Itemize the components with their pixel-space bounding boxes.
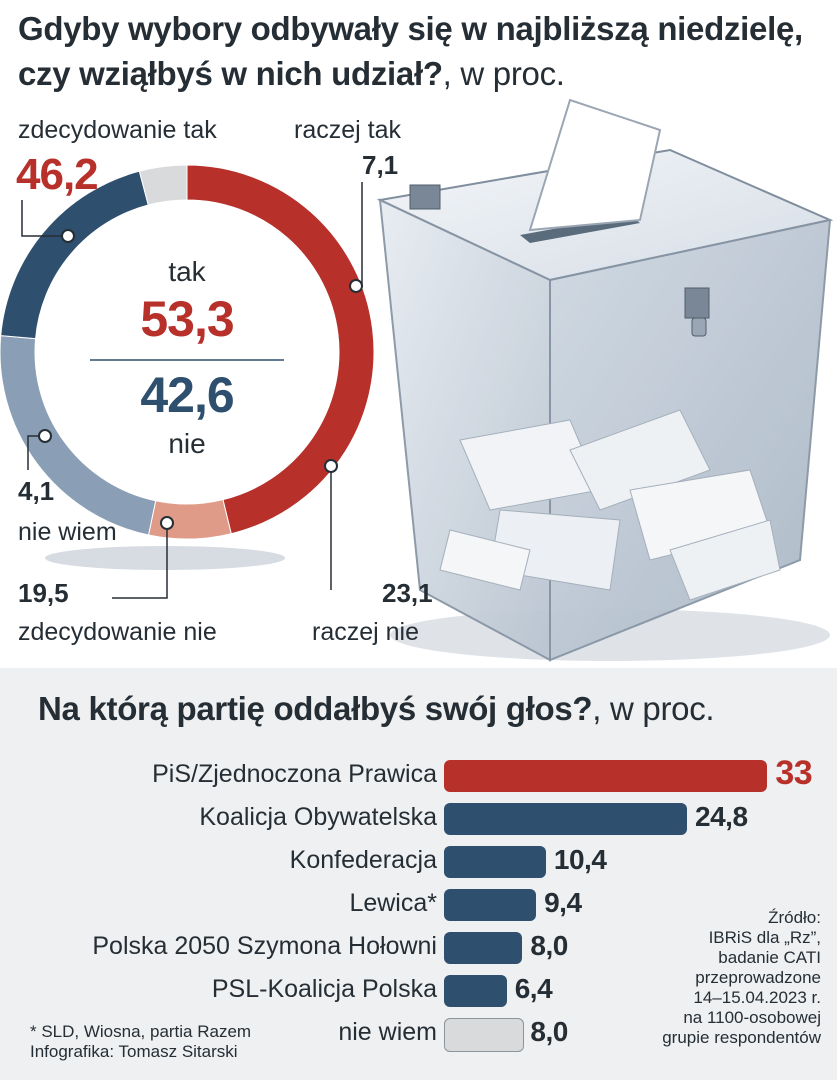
marker-zdecydowanie-nie (160, 516, 174, 530)
bar-row: Koalicja Obywatelska 24,8 (0, 797, 837, 841)
bar-row: PiS/Zjednoczona Prawica 33 (0, 754, 837, 798)
center-yes-label: tak (168, 256, 206, 287)
bar-label: Koalicja Obywatelska (199, 803, 437, 831)
slice-value-raczej-nie: 23,1 (382, 578, 433, 608)
bar-label: PiS/Zjednoczona Prawica (152, 760, 437, 788)
marker-raczej-tak (349, 279, 363, 293)
bar-value-label: 6,4 (514, 973, 553, 1004)
bar-value-label: 33 (775, 754, 813, 792)
footnote: * SLD, Wiosna, partia Razem Infografika:… (30, 1022, 252, 1061)
slice-label-zdecydowanie-tak: zdecydowanie tak (18, 116, 217, 144)
bar-row: PSL-Koalicja Polska 6,4 (0, 969, 837, 1013)
bar-value-label: 10,4 (553, 844, 607, 875)
bar-label: Polska 2050 Szymona Hołowni (92, 932, 437, 960)
bar-value-label: 9,4 (544, 887, 582, 918)
ballot-box-illustration (376, 98, 834, 662)
slice-label-raczej-nie: raczej nie (312, 618, 419, 646)
center-no-label: nie (168, 428, 206, 459)
marker-zdecydowanie-tak (61, 229, 75, 243)
donut-slice-zdecydowanie-tak (186, 164, 375, 535)
bar (444, 889, 537, 921)
slice-value-zdecydowanie-tak: 46,2 (16, 150, 99, 199)
donut-slice-raczej-tak (147, 499, 232, 540)
leader-line-zdecydowanie-nie (112, 523, 168, 599)
center-no-value: 42,6 (140, 367, 234, 423)
bar (444, 846, 546, 878)
party-support-section: Na którą partię oddałbyś swój głos?, w p… (0, 668, 837, 1080)
bar (444, 803, 688, 835)
slice-value-raczej-tak: 7,1 (362, 150, 399, 180)
donut-slice-nie-wiem (138, 164, 188, 206)
bar-row: nie wiem 8,0 (0, 1012, 837, 1056)
source-note: Źródło: IBRiS dla „Rz”, badanie CATI prz… (662, 908, 821, 1047)
slice-label-raczej-tak: raczej tak (294, 116, 401, 144)
leader-line-zdecydowanie-tak (21, 200, 68, 237)
leader-line-raczej-tak (356, 182, 363, 287)
slice-value-zdecydowanie-nie: 19,5 (18, 578, 69, 608)
bar-label: PSL-Koalicja Polska (211, 975, 437, 1003)
bar-value-label: 24,8 (695, 801, 748, 832)
bar (444, 975, 507, 1007)
slice-label-nie-wiem: nie wiem (18, 518, 117, 546)
bar-value-label: 8,0 (530, 1016, 568, 1047)
center-yes-value: 53,3 (140, 291, 234, 347)
bar (444, 1018, 525, 1052)
bar-label: Lewica* (349, 889, 437, 917)
marker-raczej-nie (324, 459, 338, 473)
slice-value-nie-wiem: 4,1 (18, 476, 55, 506)
bar-value-label: 8,0 (530, 930, 568, 961)
marker-nie-wiem (38, 429, 52, 443)
bar-label: nie wiem (338, 1018, 437, 1046)
bar-label: Konfederacja (289, 846, 437, 874)
chart-title: Gdyby wybory odbywały się w najbliższą n… (18, 10, 803, 92)
bar-chart-title: Na którą partię oddałbyś swój głos?, w p… (38, 690, 715, 727)
turnout-section: Gdyby wybory odbywały się w najbliższą n… (0, 10, 834, 662)
bar (444, 932, 523, 964)
bar-row: Konfederacja 10,4 (0, 840, 837, 884)
bar-row: Polska 2050 Szymona Hołowni 8,0 (0, 926, 837, 970)
bar (444, 760, 768, 792)
turnout-donut-chart (0, 164, 375, 599)
slice-label-zdecydowanie-nie: zdecydowanie nie (18, 618, 217, 646)
donut-shadow (45, 546, 285, 570)
bar-row: Lewica* 9,4 (0, 883, 837, 927)
